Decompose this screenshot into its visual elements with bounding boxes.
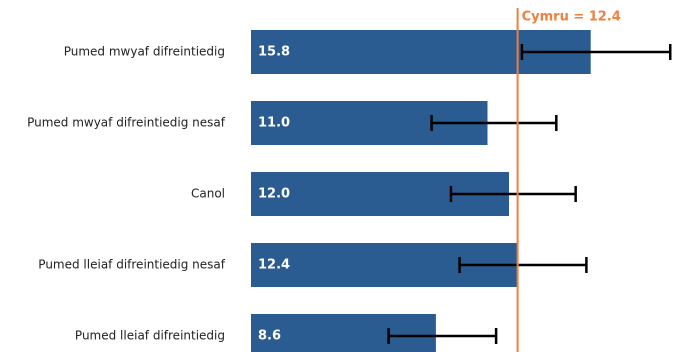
data-label: 8.6 — [258, 329, 281, 344]
category-label: Pumed lleiaf difreintiedig — [75, 329, 225, 343]
data-label: 12.4 — [258, 258, 290, 273]
reference-label: Cymru = 12.4 — [522, 10, 621, 25]
data-label: 11.0 — [258, 116, 290, 131]
bar — [251, 314, 436, 352]
category-label: Pumed lleiaf difreintiedig nesaf — [38, 258, 225, 272]
category-label: Pumed mwyaf difreintiedig — [64, 45, 225, 59]
data-label: 15.8 — [258, 45, 290, 60]
category-label: Canol — [191, 187, 225, 201]
data-label: 12.0 — [258, 187, 290, 202]
category-label: Pumed mwyaf difreintiedig nesaf — [27, 116, 226, 130]
